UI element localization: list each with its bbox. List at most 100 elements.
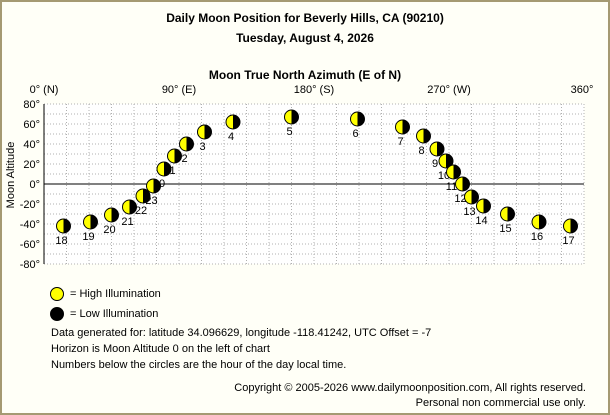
- hour-label: 21: [121, 216, 133, 228]
- hour-label: 3: [199, 141, 205, 153]
- moon-point: 11: [446, 164, 461, 193]
- moon-point: 16: [531, 214, 547, 243]
- moon-dark-half: [63, 219, 71, 233]
- hour-label: 18: [55, 235, 67, 247]
- hour-label: 8: [418, 145, 424, 157]
- moon-dark-half: [507, 207, 515, 221]
- hour-label: 4: [228, 131, 234, 143]
- hour-label: 0: [159, 178, 165, 190]
- y-tick-label: 80°: [23, 99, 40, 111]
- x-tick-label: 360°: [571, 84, 594, 96]
- hour-label: 23: [145, 195, 157, 207]
- x-tick-label: 90° (E): [162, 84, 196, 96]
- hour-label: 12: [454, 193, 466, 205]
- moon-point: 18: [55, 218, 71, 247]
- legend-high-label: = High Illumination: [70, 288, 161, 300]
- hour-label: 16: [531, 231, 543, 243]
- hour-label: 17: [562, 235, 574, 247]
- hour-label: 1: [169, 165, 175, 177]
- hour-label: 13: [463, 206, 475, 218]
- x-tick-label: 270° (W): [427, 84, 471, 96]
- moon-dark-half: [423, 129, 431, 143]
- moon-point: 8: [416, 128, 431, 157]
- moon-point: 2: [179, 136, 194, 165]
- hour-label: 5: [286, 126, 292, 138]
- moon-point: 14: [475, 198, 491, 227]
- x-tick-label: 180° (S): [294, 84, 334, 96]
- moon-point: 12: [454, 176, 470, 205]
- moon-point: 0: [156, 161, 172, 190]
- moon-dark-half: [483, 199, 491, 213]
- y-tick-label: 20°: [23, 159, 40, 171]
- moon-dark-half: [129, 200, 137, 214]
- moon-point: 4: [225, 114, 241, 143]
- y-tick-label: 60°: [23, 119, 40, 131]
- hour-label: 2: [181, 153, 187, 165]
- moon-dark-half: [186, 137, 194, 151]
- copyright-text: Copyright © 2005-2026 www.dailymoonposit…: [234, 382, 586, 394]
- moon-dark-half: [446, 154, 453, 168]
- y-tick-label: 40°: [23, 139, 40, 151]
- hour-label: 11: [446, 181, 457, 193]
- moon-dark-half: [164, 162, 171, 176]
- low-illumination-icon: [50, 307, 64, 321]
- moon-dark-half: [437, 142, 444, 156]
- hour-label: 19: [82, 231, 94, 243]
- high-illumination-icon: [50, 287, 64, 301]
- moon-dark-half: [233, 115, 240, 129]
- hour-label: 7: [397, 136, 403, 148]
- moon-point: 7: [395, 119, 410, 148]
- y-tick-label: 0°: [29, 179, 40, 191]
- hour-label: 20: [103, 224, 115, 236]
- chart-date: Tuesday, August 4, 2026: [236, 31, 374, 45]
- x-tick-label: 0° (N): [30, 84, 59, 96]
- moon-point: 20: [103, 207, 119, 236]
- legend-low: = Low Illumination: [50, 307, 158, 321]
- x-axis-title: Moon True North Azimuth (E of N): [208, 68, 402, 82]
- note-data-generated: Data generated for: latitude 34.096629, …: [51, 327, 432, 339]
- hour-label: 6: [352, 128, 358, 140]
- moon-dark-half: [570, 219, 578, 233]
- moon-dark-half: [204, 125, 212, 139]
- moon-dark-half: [453, 165, 461, 179]
- moon-point: 3: [197, 124, 212, 153]
- moon-point: 19: [82, 214, 98, 243]
- moon-point: 6: [350, 111, 365, 140]
- moon-dark-half: [402, 120, 410, 134]
- moon-dark-half: [174, 149, 182, 163]
- moon-position-chart: 80° 60° 40° 20° 0° -20° -40° -60° -80° 0° (N) 90° …: [5, 84, 594, 271]
- y-tick-label: -40°: [20, 219, 40, 231]
- moon-dark-half: [357, 112, 365, 126]
- y-tick-label: -60°: [20, 239, 40, 251]
- hour-label: 9: [432, 158, 438, 170]
- moon-point: 17: [562, 218, 578, 247]
- legend-high: = High Illumination: [50, 287, 161, 301]
- legend-low-label: = Low Illumination: [70, 308, 159, 320]
- hour-label: 22: [135, 205, 147, 217]
- moon-dark-half: [462, 177, 470, 191]
- personal-use-text: Personal non commercial use only.: [415, 397, 586, 409]
- note-horizon: Horizon is Moon Altitude 0 on the left o…: [51, 343, 270, 355]
- chart-title: Daily Moon Position for Beverly Hills, C…: [166, 11, 444, 25]
- y-axis-label: Moon Altitude: [5, 142, 17, 209]
- moon-point: 21: [121, 199, 137, 228]
- moon-point: 5: [284, 109, 299, 138]
- y-tick-label: -80°: [20, 259, 40, 271]
- moon-dark-half: [291, 110, 299, 124]
- moon-point: 1: [167, 148, 182, 177]
- hour-label: 14: [475, 215, 487, 227]
- y-tick-label: -20°: [20, 199, 40, 211]
- hour-label: 15: [499, 223, 511, 235]
- moon-point: 22: [135, 188, 151, 217]
- moon-point: 23: [145, 178, 161, 207]
- moon-dark-half: [90, 215, 98, 229]
- moon-dark-half: [153, 179, 161, 193]
- moon-point: 13: [463, 189, 479, 218]
- moon-dark-half: [111, 208, 119, 222]
- note-hour-numbers: Numbers below the circles are the hour o…: [51, 359, 347, 371]
- moon-point: 15: [499, 206, 515, 235]
- moon-dark-half: [539, 215, 546, 229]
- moon-point: 9: [429, 141, 445, 170]
- moon-dark-half: [471, 190, 479, 204]
- moon-dark-half: [143, 189, 150, 203]
